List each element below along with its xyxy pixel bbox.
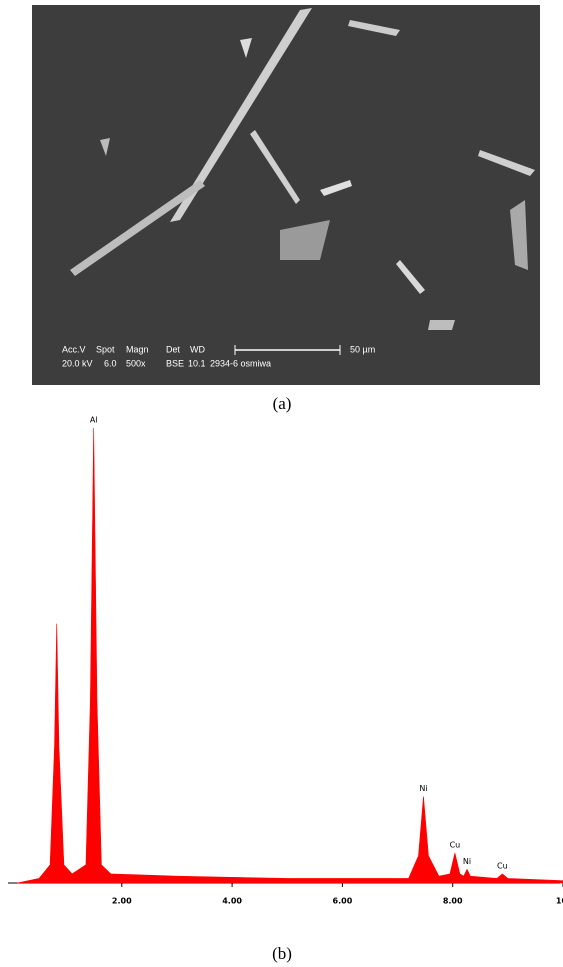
sem-label: 6.0	[104, 358, 117, 368]
sem-label: Acc.V	[62, 344, 86, 354]
peak-label: Al	[90, 416, 98, 425]
sem-label: 2934-6 osmiwa	[210, 358, 271, 368]
spectrum-area	[17, 428, 563, 883]
peak-label: Ni	[463, 857, 471, 866]
x-tick-label: 6.00	[333, 897, 353, 906]
peak-label: Ni	[419, 784, 427, 793]
sem-image: Acc.V Spot Magn Det WD 20.0 kV 6.0 500x BSE 10.1 2…	[32, 5, 540, 385]
sem-label: Magn	[126, 344, 149, 354]
x-tick-label: 2.00	[112, 897, 132, 906]
x-tick-label: 10.	[556, 897, 563, 906]
sem-label: 10.1	[188, 358, 206, 368]
sem-label: Spot	[96, 344, 115, 354]
sem-label: WD	[190, 344, 205, 354]
x-tick-label: 4.00	[222, 897, 242, 906]
caption: (b)	[272, 944, 292, 963]
sem-label: 20.0 kV	[62, 358, 93, 368]
peak-label: Cu	[497, 861, 508, 870]
peak-label: Cu	[450, 840, 461, 849]
sem-label: Det	[166, 344, 181, 354]
figure: Acc.V Spot Magn Det WD 20.0 kV 6.0 500x BSE 10.1 2…	[0, 0, 563, 967]
sem-label: BSE	[166, 358, 184, 368]
x-tick-label: 8.00	[443, 897, 463, 906]
sem-label: 500x	[126, 358, 146, 368]
caption: (a)	[273, 394, 292, 413]
scale-bar-label: 50 µm	[350, 344, 375, 354]
